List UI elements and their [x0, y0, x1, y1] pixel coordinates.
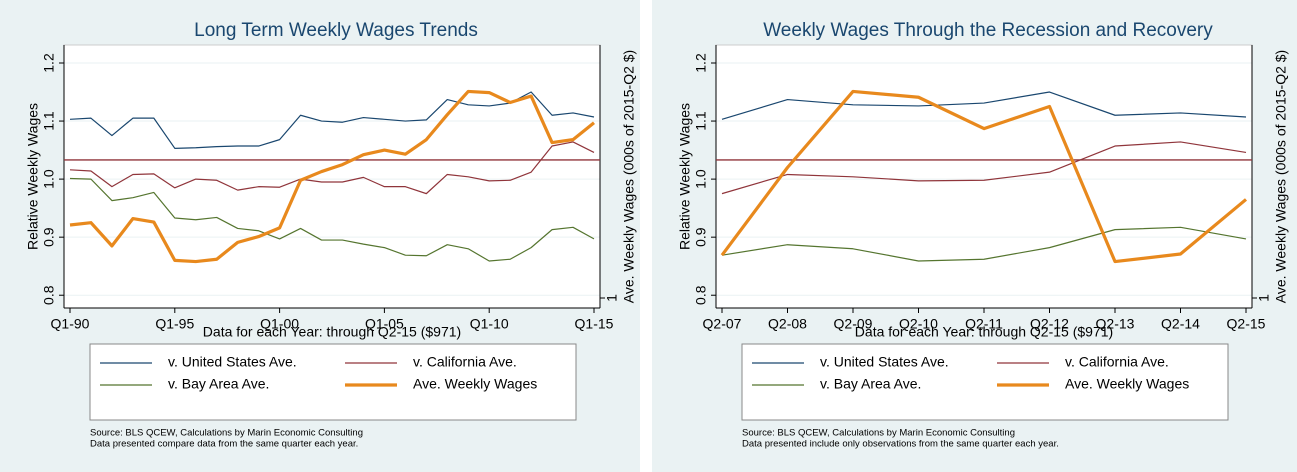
legend-label: v. California Ave. [413, 354, 517, 370]
x-tick-label: Q2-07 [703, 316, 742, 332]
x-tick-label: Q2-14 [1161, 316, 1200, 332]
legend-label: Ave. Weekly Wages [1065, 376, 1189, 392]
y-axis-title: Relative Weekly Wages [25, 103, 41, 250]
y-tick-label: 1.0 [41, 169, 57, 189]
x-tick-label: Q2-08 [768, 316, 807, 332]
plot-area [63, 44, 601, 309]
y-tick-label: 1.1 [693, 111, 709, 131]
y2-tick-label: 1 [1256, 294, 1272, 302]
y-tick-label: 1.1 [41, 111, 57, 131]
x-tick-label: Q2-13 [1096, 316, 1135, 332]
x-tick-label: Q1-15 [575, 316, 614, 332]
legend-box [741, 343, 1229, 421]
chart-title: Weekly Wages Through the Recession and R… [763, 20, 1213, 41]
y2-axis-title: Ave. Weekly Wages (000s of 2015-Q2 $) [621, 50, 637, 303]
y-tick-label: 0.8 [693, 285, 709, 305]
legend-label: v. United States Ave. [168, 354, 297, 370]
x-axis-title: Data for each Year: through Q2-15 ($971) [855, 324, 1113, 340]
y-tick-label: 0.9 [693, 227, 709, 247]
note: Source: BLS QCEW, Calculations by Marin … [742, 428, 1015, 439]
chart: Weekly Wages Through the Recession and R… [677, 20, 1289, 450]
y-tick-label: 1.0 [693, 169, 709, 189]
y2-axis-title: Ave. Weekly Wages (000s of 2015-Q2 $) [1273, 50, 1289, 303]
plot-area [715, 44, 1253, 309]
chart-title: Long Term Weekly Wages Trends [194, 20, 478, 41]
chart: Long Term Weekly Wages Trends 0.8 0.9 1.0 1.… [25, 20, 637, 450]
x-tick-label: Q1-00 [260, 316, 299, 332]
legend-label: v. California Ave. [1065, 354, 1169, 370]
series-line [721, 141, 1247, 195]
series-line [69, 141, 595, 195]
note: Data presented compare data from the sam… [90, 439, 358, 450]
x-axis-title: Data for each Year: through Q2-15 ($971) [203, 324, 461, 340]
series-line [69, 89, 596, 264]
legend-label: v. Bay Area Ave. [168, 376, 269, 392]
legend-label: v. United States Ave. [820, 354, 949, 370]
x-tick-label: Q2-09 [834, 316, 873, 332]
series-line [721, 226, 1247, 262]
y-tick-label: 0.8 [41, 285, 57, 305]
x-tick-label: Q1-90 [51, 316, 90, 332]
x-tick-label: Q2-15 [1227, 316, 1266, 332]
y-tick-label: 0.9 [41, 227, 57, 247]
series-line [69, 177, 595, 262]
y-tick-label: 1.2 [41, 53, 57, 73]
y-tick-label: 1.2 [693, 53, 709, 73]
legend-label: Ave. Weekly Wages [413, 376, 537, 392]
x-tick-label: Q2-12 [1030, 316, 1069, 332]
y2-tick-label: 1 [604, 294, 620, 302]
note: Source: BLS QCEW, Calculations by Marin … [90, 428, 363, 439]
x-tick-label: Q1-95 [155, 316, 194, 332]
x-tick-label: Q2-11 [965, 316, 1003, 332]
x-tick-label: Q1-10 [470, 316, 509, 332]
series-line [69, 91, 595, 149]
x-tick-label: Q1-05 [365, 316, 404, 332]
series-line [721, 91, 1247, 120]
series-line [720, 89, 1248, 264]
legend-box [89, 343, 577, 421]
y-axis-title: Relative Weekly Wages [677, 103, 693, 250]
x-tick-label: Q2-10 [899, 316, 938, 332]
note: Data presented include only observations… [742, 439, 1059, 450]
legend-label: v. Bay Area Ave. [820, 376, 921, 392]
